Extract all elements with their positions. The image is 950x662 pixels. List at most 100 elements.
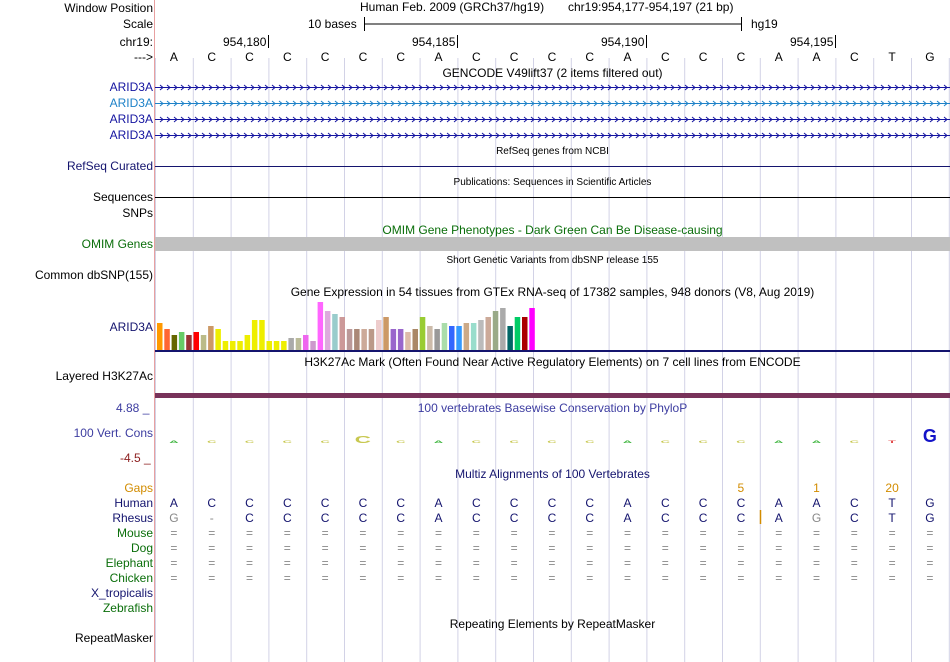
- strand-chevron: [271, 100, 276, 107]
- aligned-base: =: [472, 556, 480, 570]
- aligned-base: =: [699, 571, 707, 585]
- repeatmasker-title[interactable]: Repeating Elements by RepeatMasker: [449, 617, 656, 631]
- strand-chevron: [887, 132, 892, 139]
- tick-label: 954,190: [601, 35, 645, 49]
- gtex-label[interactable]: ARID3A: [109, 320, 153, 334]
- refseq-label[interactable]: RefSeq Curated: [66, 159, 153, 173]
- aligned-base: C: [585, 511, 595, 525]
- aligned-base: C: [547, 496, 557, 510]
- strand-chevron: [327, 116, 332, 123]
- strand-chevron: [523, 84, 528, 91]
- strand-chevron: [397, 100, 402, 107]
- omim-title[interactable]: OMIM Gene Phenotypes - Dark Green Can Be…: [382, 223, 723, 237]
- strand-chevron: [341, 116, 346, 123]
- strand-chevron: [712, 84, 717, 91]
- sequences-label[interactable]: Sequences: [92, 190, 153, 204]
- strand-chevron: [621, 84, 626, 91]
- strand-chevron: [565, 100, 570, 107]
- refseq-title[interactable]: RefSeq genes from NCBI: [496, 146, 609, 157]
- aligned-base: =: [926, 526, 934, 540]
- strand-chevron: [719, 132, 724, 139]
- h3k27ac-label[interactable]: Layered H3K27Ac: [55, 369, 153, 383]
- conservation-glyph: C: [661, 440, 670, 445]
- label-separator[interactable]: [154, 0, 155, 662]
- strand-chevron: [362, 100, 367, 107]
- strand-chevron: [215, 132, 220, 139]
- db-label: hg19: [751, 17, 778, 31]
- phylop-title[interactable]: 100 vertebrates Basewise Conservation by…: [417, 401, 688, 415]
- conservation-glyph: C: [472, 440, 481, 445]
- strand-chevron: [796, 116, 801, 123]
- strand-chevron: [397, 84, 402, 91]
- species-label: Dog: [130, 541, 153, 555]
- strand-chevron: [327, 100, 332, 107]
- strand-chevron: [677, 100, 682, 107]
- strand-chevron: [670, 116, 675, 123]
- h3k27ac-signal[interactable]: [155, 393, 950, 398]
- omim-feature-bar[interactable]: [155, 237, 950, 251]
- strand-chevron: [488, 116, 493, 123]
- strand-chevron: [572, 132, 577, 139]
- strand-chevron: [768, 100, 773, 107]
- publications-title[interactable]: Publications: Sequences in Scientific Ar…: [453, 177, 652, 188]
- strand-chevron: [747, 84, 752, 91]
- strand-chevron: [250, 100, 255, 107]
- aligned-base: =: [510, 541, 518, 555]
- refseq-track-line[interactable]: [155, 166, 950, 167]
- strand-chevron: [656, 100, 661, 107]
- h3k27ac-title[interactable]: H3K27Ac Mark (Often Found Near Active Re…: [304, 355, 801, 369]
- gtex-tissue-bar: [237, 341, 243, 350]
- strand-chevron: [908, 100, 913, 107]
- strand-chevron: [677, 84, 682, 91]
- strand-chevron: [229, 116, 234, 123]
- strand-chevron: [586, 84, 591, 91]
- strand-chevron: [264, 132, 269, 139]
- strand-chevron: [705, 100, 710, 107]
- omim-label[interactable]: OMIM Genes: [81, 237, 153, 251]
- dbsnp-label[interactable]: Common dbSNP(155): [34, 268, 153, 282]
- strand-chevron: [768, 116, 773, 123]
- aligned-base: G: [169, 511, 179, 525]
- strand-chevron: [306, 116, 311, 123]
- strand-chevron: [782, 132, 787, 139]
- gencode-title[interactable]: GENCODE V49lift37 (2 items filtered out): [442, 66, 663, 80]
- aligned-base: =: [548, 556, 556, 570]
- aligned-base: G: [925, 511, 935, 525]
- species-label: Chicken: [109, 571, 153, 585]
- strand-chevron: [719, 116, 724, 123]
- strand-chevron: [341, 100, 346, 107]
- strand-chevron: [320, 100, 325, 107]
- phylop-label[interactable]: 100 Vert. Cons: [73, 426, 153, 440]
- gtex-title[interactable]: Gene Expression in 54 tissues from GTEx …: [290, 285, 815, 299]
- publications-track-line[interactable]: [155, 197, 950, 198]
- strand-chevron: [579, 132, 584, 139]
- species-label: Human: [114, 496, 153, 510]
- aligned-base: C: [849, 511, 859, 525]
- strand-chevron: [334, 84, 339, 91]
- strand-chevron: [600, 100, 605, 107]
- strand-chevron: [747, 100, 752, 107]
- strand-chevron: [201, 132, 206, 139]
- strand-chevron: [551, 100, 556, 107]
- strand-chevron: [250, 132, 255, 139]
- strand-chevron: [838, 116, 843, 123]
- strand-chevron: [313, 116, 318, 123]
- snps-label[interactable]: SNPs: [122, 206, 153, 220]
- conservation-glyph: A: [623, 440, 632, 445]
- aligned-base: A: [774, 511, 783, 525]
- aligned-base: =: [283, 556, 291, 570]
- strand-chevron: [901, 100, 906, 107]
- strand-chevron: [173, 132, 178, 139]
- strand-chevron: [593, 132, 598, 139]
- dbsnp-title[interactable]: Short Genetic Variants from dbSNP releas…: [446, 255, 659, 266]
- strand-chevron: [502, 116, 507, 123]
- repeatmasker-label[interactable]: RepeatMasker: [74, 631, 153, 645]
- aligned-base: =: [888, 526, 896, 540]
- strand-chevron: [544, 132, 549, 139]
- aligned-base: =: [472, 541, 480, 555]
- gtex-tissue-bar: [266, 341, 272, 350]
- multiz-title[interactable]: Multiz Alignments of 100 Vertebrates: [455, 467, 650, 481]
